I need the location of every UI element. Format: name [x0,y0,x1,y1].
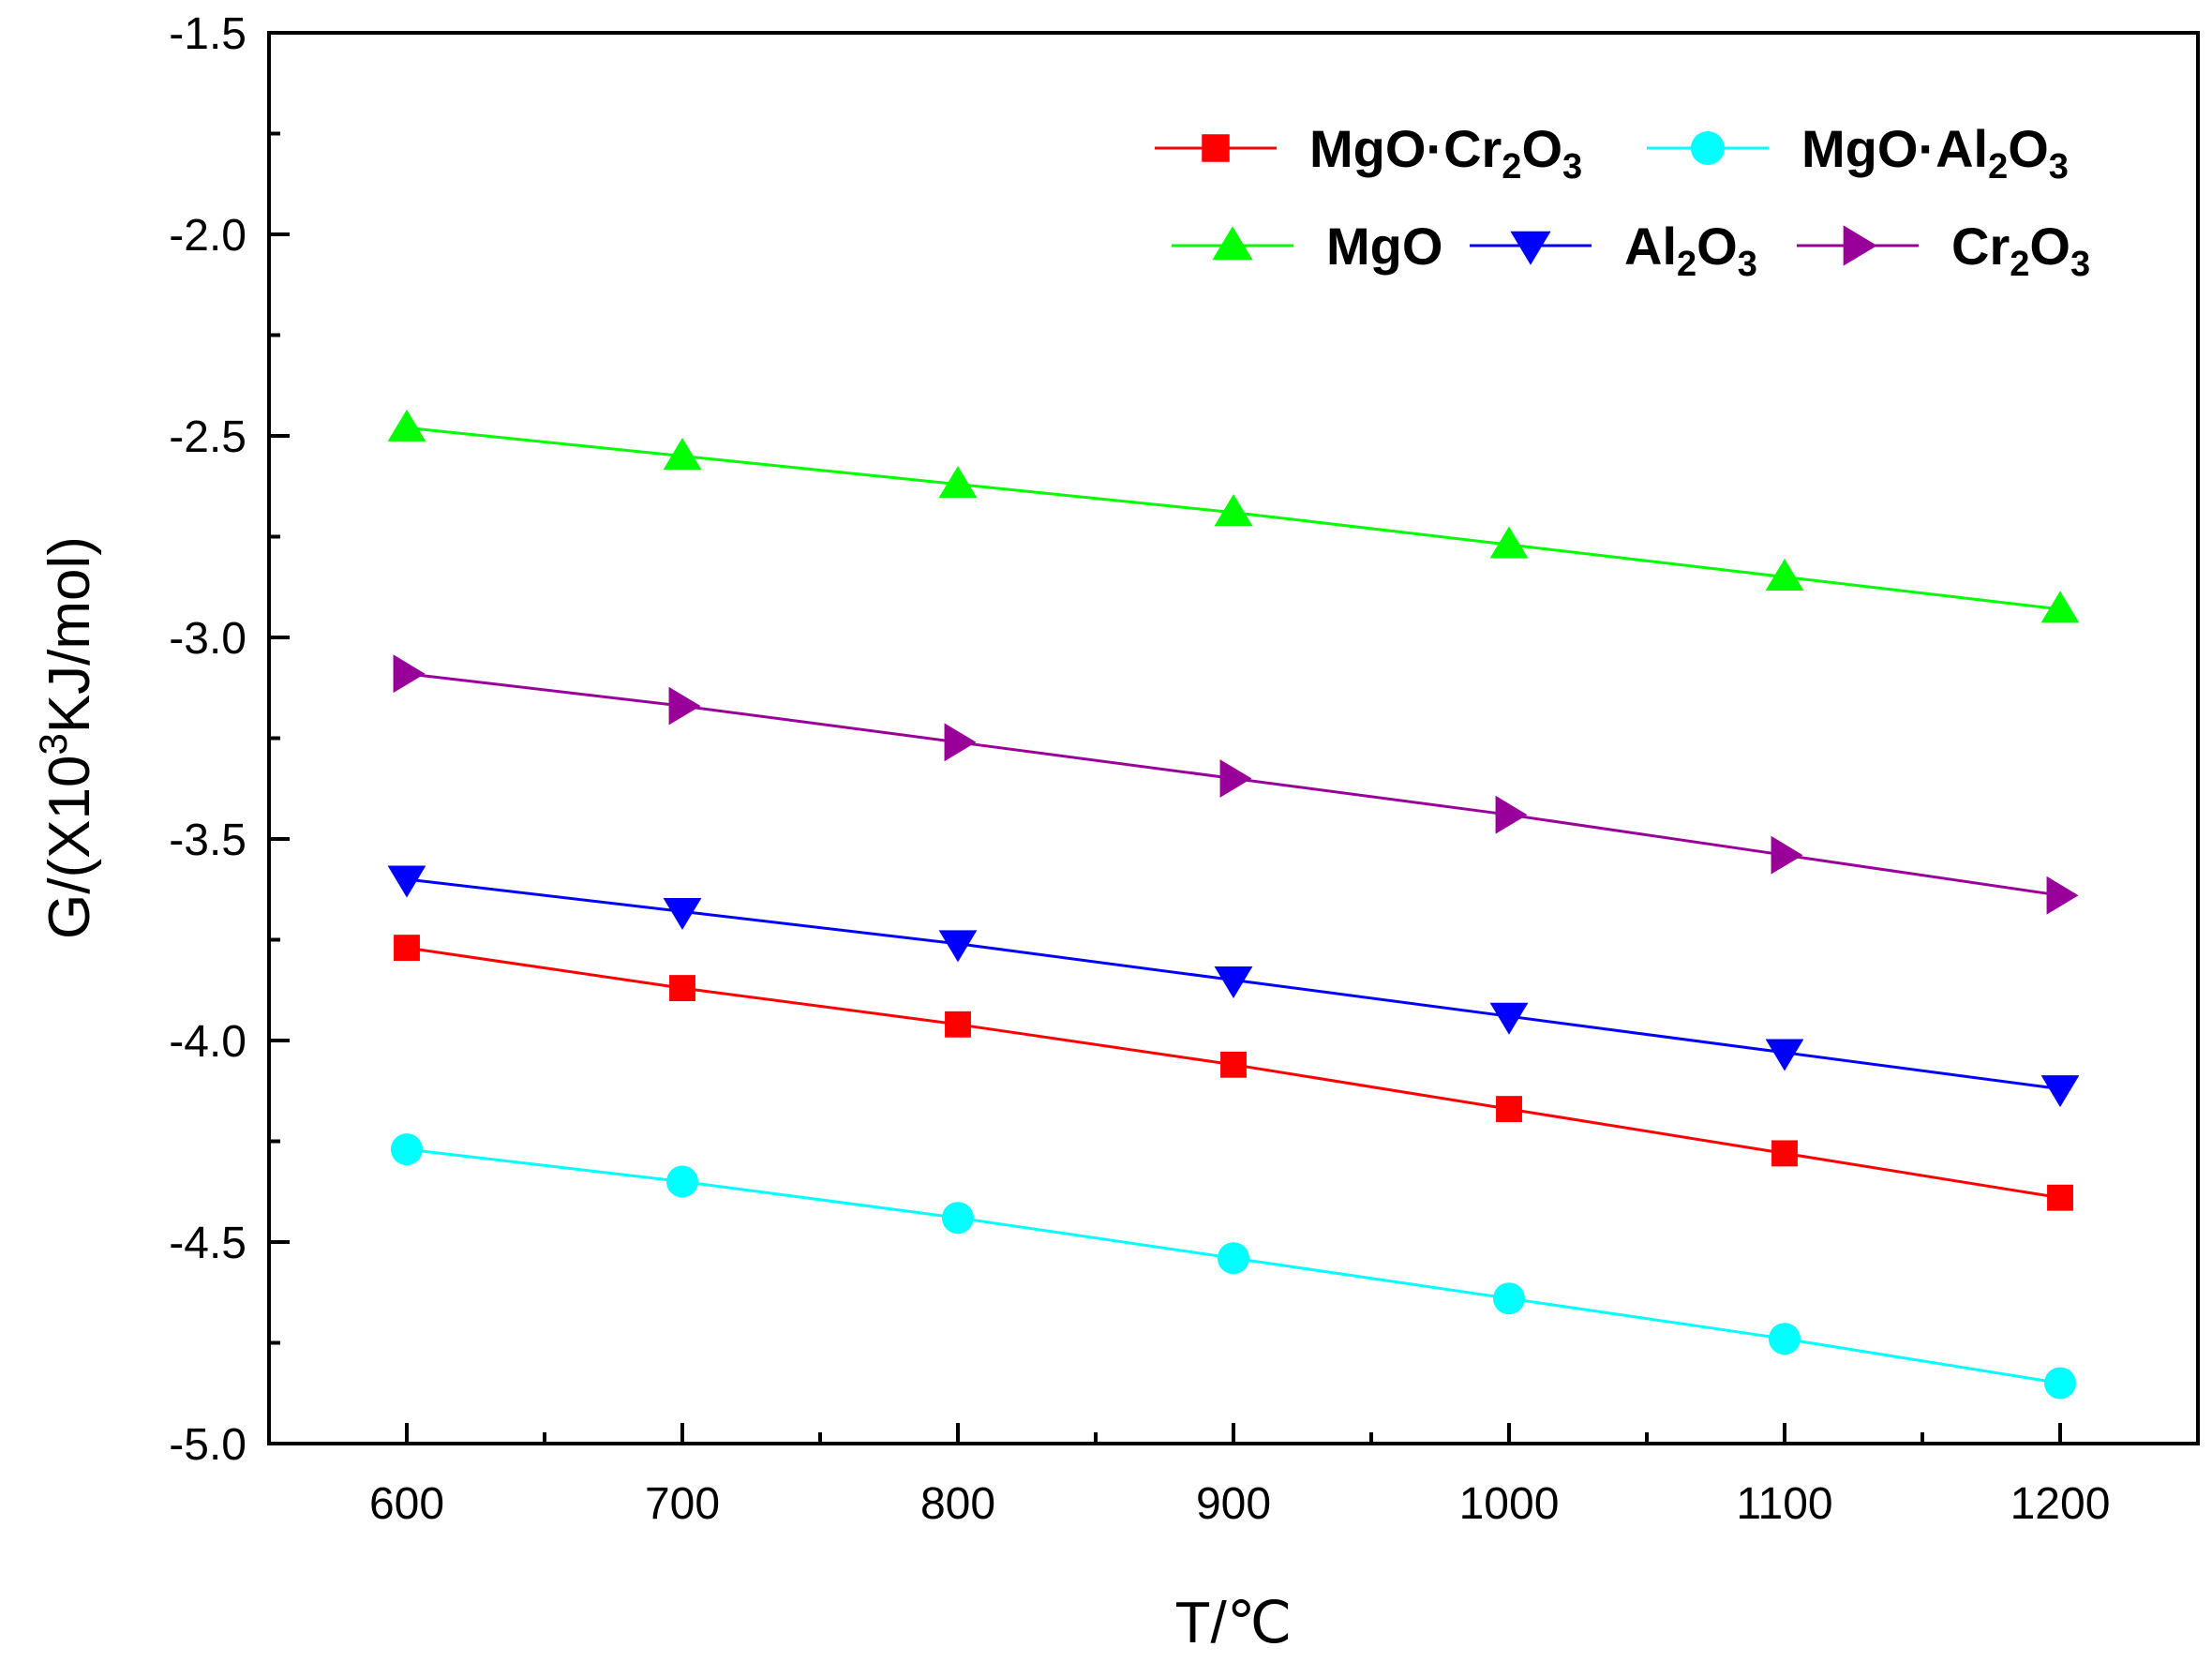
legend: MgO·Cr2O3 MgO·Al2O3 MgO Al2O3 Cr2O3 [1155,119,2090,284]
data-point-al2o3 [1765,1039,1804,1071]
data-point-mgo [1765,558,1804,591]
legend-label-mgo-cr2o3: MgO·Cr2O3 [1309,119,1582,187]
data-point-mgo-cr2o3 [394,935,420,962]
y-tick-label: -3.0 [169,614,247,664]
legend-marker-al2o3 [1510,231,1551,265]
data-point-al2o3 [938,930,978,963]
data-point-al2o3 [1214,966,1253,999]
data-point-mgo-al2o3 [942,1202,974,1235]
data-point-cr2o3 [944,723,977,762]
y-tick-label: -4.5 [169,1219,247,1268]
y-axis-title-tail: KJ/mol) [37,536,102,733]
series-mgo-al2o3 [391,1133,2076,1400]
data-point-mgo [938,466,978,499]
y-tick-label: -5.0 [169,1420,247,1470]
legend-marker-cr2o3 [1843,225,1877,266]
data-point-cr2o3 [1771,835,1803,875]
data-point-cr2o3 [668,686,701,726]
data-point-mgo-cr2o3 [1220,1051,1247,1078]
y-axis-title-sup: 3 [31,733,75,755]
x-tick-label: 600 [369,1479,444,1529]
legend-label-mgo-al2o3: MgO·Al2O3 [1801,119,2069,187]
series-mgo [387,409,2080,623]
data-point-mgo-cr2o3 [669,975,695,1002]
x-tick-label: 1100 [1736,1479,1832,1529]
series-cr2o3 [393,654,2079,915]
data-point-mgo-al2o3 [391,1133,423,1166]
legend-label-mgo: MgO [1326,217,1442,276]
legend-label-cr2o3: Cr2O3 [1951,217,2090,284]
data-point-cr2o3 [1219,759,1252,798]
data-point-mgo [1214,494,1253,527]
y-axis-title-main: G/(X10 [37,756,102,939]
y-tick-label: -1.5 [169,9,247,59]
x-tick-label: 1200 [2010,1479,2111,1529]
data-point-cr2o3 [2046,876,2079,915]
data-point-al2o3 [1489,1002,1529,1035]
y-tick-label: -4.0 [169,1017,247,1067]
data-point-mgo-cr2o3 [1496,1096,1522,1123]
legend-item-mgo: MgO [1172,217,1442,276]
x-axis: 600 700 800 900 1000 1100 1200 [369,1423,2200,1529]
data-point-mgo-cr2o3 [2047,1184,2073,1211]
y-axis-title: G/(X103KJ/mol) [31,536,102,939]
data-point-mgo-al2o3 [1493,1282,1525,1315]
data-point-mgo-cr2o3 [1771,1140,1798,1167]
data-point-mgo [663,437,702,470]
x-axis-title: T/℃ [1175,1591,1293,1655]
series-al2o3 [387,865,2080,1108]
legend-marker-mgo-al2o3 [1691,131,1725,165]
y-tick-label: -2.0 [169,211,247,261]
legend-item-mgo-cr2o3: MgO·Cr2O3 [1155,119,1582,187]
x-tick-label: 700 [645,1479,720,1529]
x-tick-label: 900 [1196,1479,1271,1529]
legend-item-al2o3: Al2O3 [1470,217,1757,284]
y-tick-label: -3.5 [169,816,247,865]
data-point-mgo-al2o3 [2044,1367,2076,1400]
y-axis: -5.0 -4.5 -4.0 -3.5 -3.0 -2.5 -2.0 -1.5 [169,9,290,1470]
data-point-mgo [2040,591,2080,623]
x-tick-label: 1000 [1459,1479,1560,1529]
data-point-cr2o3 [1495,795,1528,834]
data-point-cr2o3 [393,654,426,694]
data-point-al2o3 [663,897,702,930]
legend-marker-mgo-cr2o3 [1202,134,1230,162]
x-tick-label: 800 [920,1479,995,1529]
series-layer [387,409,2080,1400]
series-mgo-cr2o3 [394,935,2073,1211]
data-point-mgo [1489,526,1529,559]
data-point-mgo-al2o3 [666,1165,698,1198]
y-tick-label: -2.5 [169,412,247,462]
data-point-al2o3 [2040,1075,2080,1108]
data-point-mgo [387,409,426,442]
data-point-mgo-al2o3 [1769,1323,1801,1355]
legend-item-cr2o3: Cr2O3 [1797,217,2090,284]
legend-item-mgo-al2o3: MgO·Al2O3 [1647,119,2069,187]
data-point-mgo-cr2o3 [945,1011,971,1038]
data-point-mgo-al2o3 [1218,1242,1249,1275]
legend-label-al2o3: Al2O3 [1624,217,1757,284]
legend-marker-mgo [1212,226,1253,261]
data-point-al2o3 [387,865,426,898]
